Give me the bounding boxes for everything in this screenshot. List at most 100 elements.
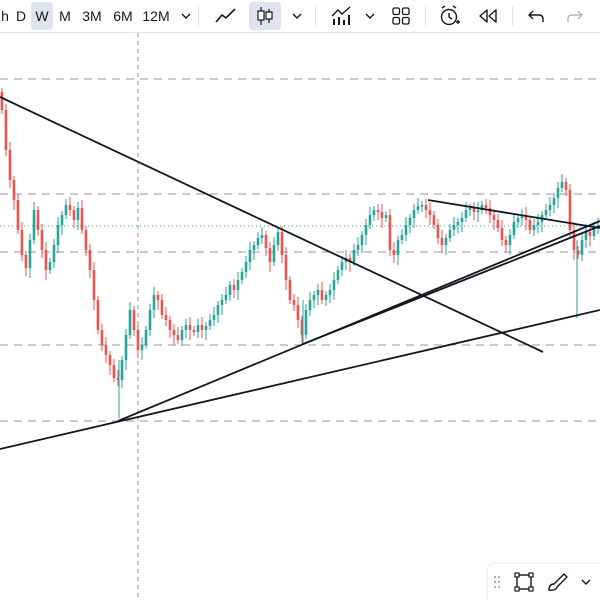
candle-body (332, 280, 336, 290)
candle-body (48, 262, 52, 270)
candle-body (176, 335, 180, 340)
interval-3m-button[interactable]: 3M (82, 8, 102, 24)
candle-body (368, 215, 372, 225)
rectangle-select-icon[interactable] (510, 568, 538, 596)
candle-body (100, 330, 104, 345)
candle-body (544, 210, 548, 215)
candle-body (84, 230, 88, 250)
candle-body (76, 208, 80, 220)
candle-body (20, 230, 24, 255)
candle-body (308, 300, 312, 310)
candle-body (376, 210, 380, 212)
price-chart[interactable] (0, 33, 600, 600)
candle-body (428, 210, 432, 215)
undo-icon[interactable] (521, 2, 551, 30)
interval-12m-button[interactable]: 12M (142, 8, 170, 24)
candle-body (284, 255, 288, 280)
candle-body (464, 210, 468, 218)
candle-body (148, 310, 152, 330)
candles-chart-icon[interactable] (249, 2, 281, 30)
candle-body (192, 330, 196, 332)
candle-body (200, 325, 204, 330)
candle-body (468, 208, 472, 210)
candle-body (220, 300, 224, 305)
candle-body (552, 198, 556, 205)
candle-body (232, 285, 236, 290)
candle-body (68, 205, 72, 210)
candle-body (52, 245, 56, 262)
candle-body (156, 295, 160, 300)
candle-body (136, 330, 140, 350)
candle-body (208, 320, 212, 326)
interval-6m-button[interactable]: 6M (113, 8, 133, 24)
chevron-down-icon[interactable] (576, 568, 596, 596)
candle-body (396, 240, 400, 255)
candle-body (88, 250, 92, 270)
candle-body (328, 290, 332, 295)
candle-body (424, 205, 428, 210)
candle-body (272, 245, 276, 262)
candle-body (252, 245, 256, 250)
candle-body (560, 182, 564, 188)
candle-body (268, 248, 272, 262)
candle-body (224, 295, 228, 300)
candle-body (524, 215, 528, 220)
candle-body (584, 232, 588, 240)
candle-body (264, 235, 268, 248)
indicators-icon[interactable] (325, 2, 357, 30)
chevron-down-icon[interactable] (287, 2, 307, 30)
candle-body (516, 218, 520, 222)
candle-body (280, 232, 284, 255)
candle-body (300, 320, 304, 335)
interval-day-button[interactable]: D (15, 8, 27, 24)
candle-body (116, 378, 120, 380)
trendline (0, 309, 600, 450)
candle-body (356, 245, 360, 250)
candle-body (388, 215, 392, 250)
candle-body (4, 110, 8, 150)
candle-body (288, 280, 292, 300)
interval-hour-button[interactable]: h (1, 8, 9, 24)
chevron-down-icon[interactable] (360, 2, 380, 30)
candle-body (496, 220, 500, 228)
candle-body (480, 205, 484, 210)
redo-icon[interactable] (560, 2, 590, 30)
chevron-down-icon[interactable] (177, 2, 195, 30)
candle-body (164, 315, 168, 320)
candle-body (452, 225, 456, 230)
candle-body (256, 238, 260, 245)
candle-body (28, 240, 32, 268)
candle-body (204, 326, 208, 330)
candle-body (168, 320, 172, 330)
interval-week-button[interactable]: W (31, 2, 53, 30)
candle-body (548, 205, 552, 210)
layout-grid-icon[interactable] (387, 2, 415, 30)
alert-clock-icon[interactable] (435, 2, 465, 30)
candle-body (152, 295, 156, 310)
candle-body (64, 205, 68, 215)
candle-body (400, 235, 404, 240)
candle-body (132, 310, 136, 330)
candle-body (40, 230, 44, 250)
toolbar-separator (198, 6, 199, 26)
candle-body (44, 250, 48, 270)
candle-body (420, 205, 424, 207)
candle-body (248, 250, 252, 262)
candle-body (436, 225, 440, 238)
candle-body (12, 180, 16, 200)
candle-body (244, 262, 248, 272)
drag-handle-icon[interactable] (490, 568, 504, 596)
interval-month-button[interactable]: M (59, 8, 71, 24)
candle-body (372, 210, 376, 215)
candle-body (92, 270, 96, 300)
candle-body (532, 225, 536, 230)
candle-body (188, 325, 192, 330)
trendline (302, 225, 600, 345)
candle-body (580, 240, 584, 255)
candle-body (508, 235, 512, 245)
brush-icon[interactable] (544, 568, 572, 596)
replay-icon[interactable] (473, 2, 503, 30)
candle-body (180, 330, 184, 340)
candle-body (492, 215, 496, 220)
line-chart-icon[interactable] (210, 2, 242, 30)
